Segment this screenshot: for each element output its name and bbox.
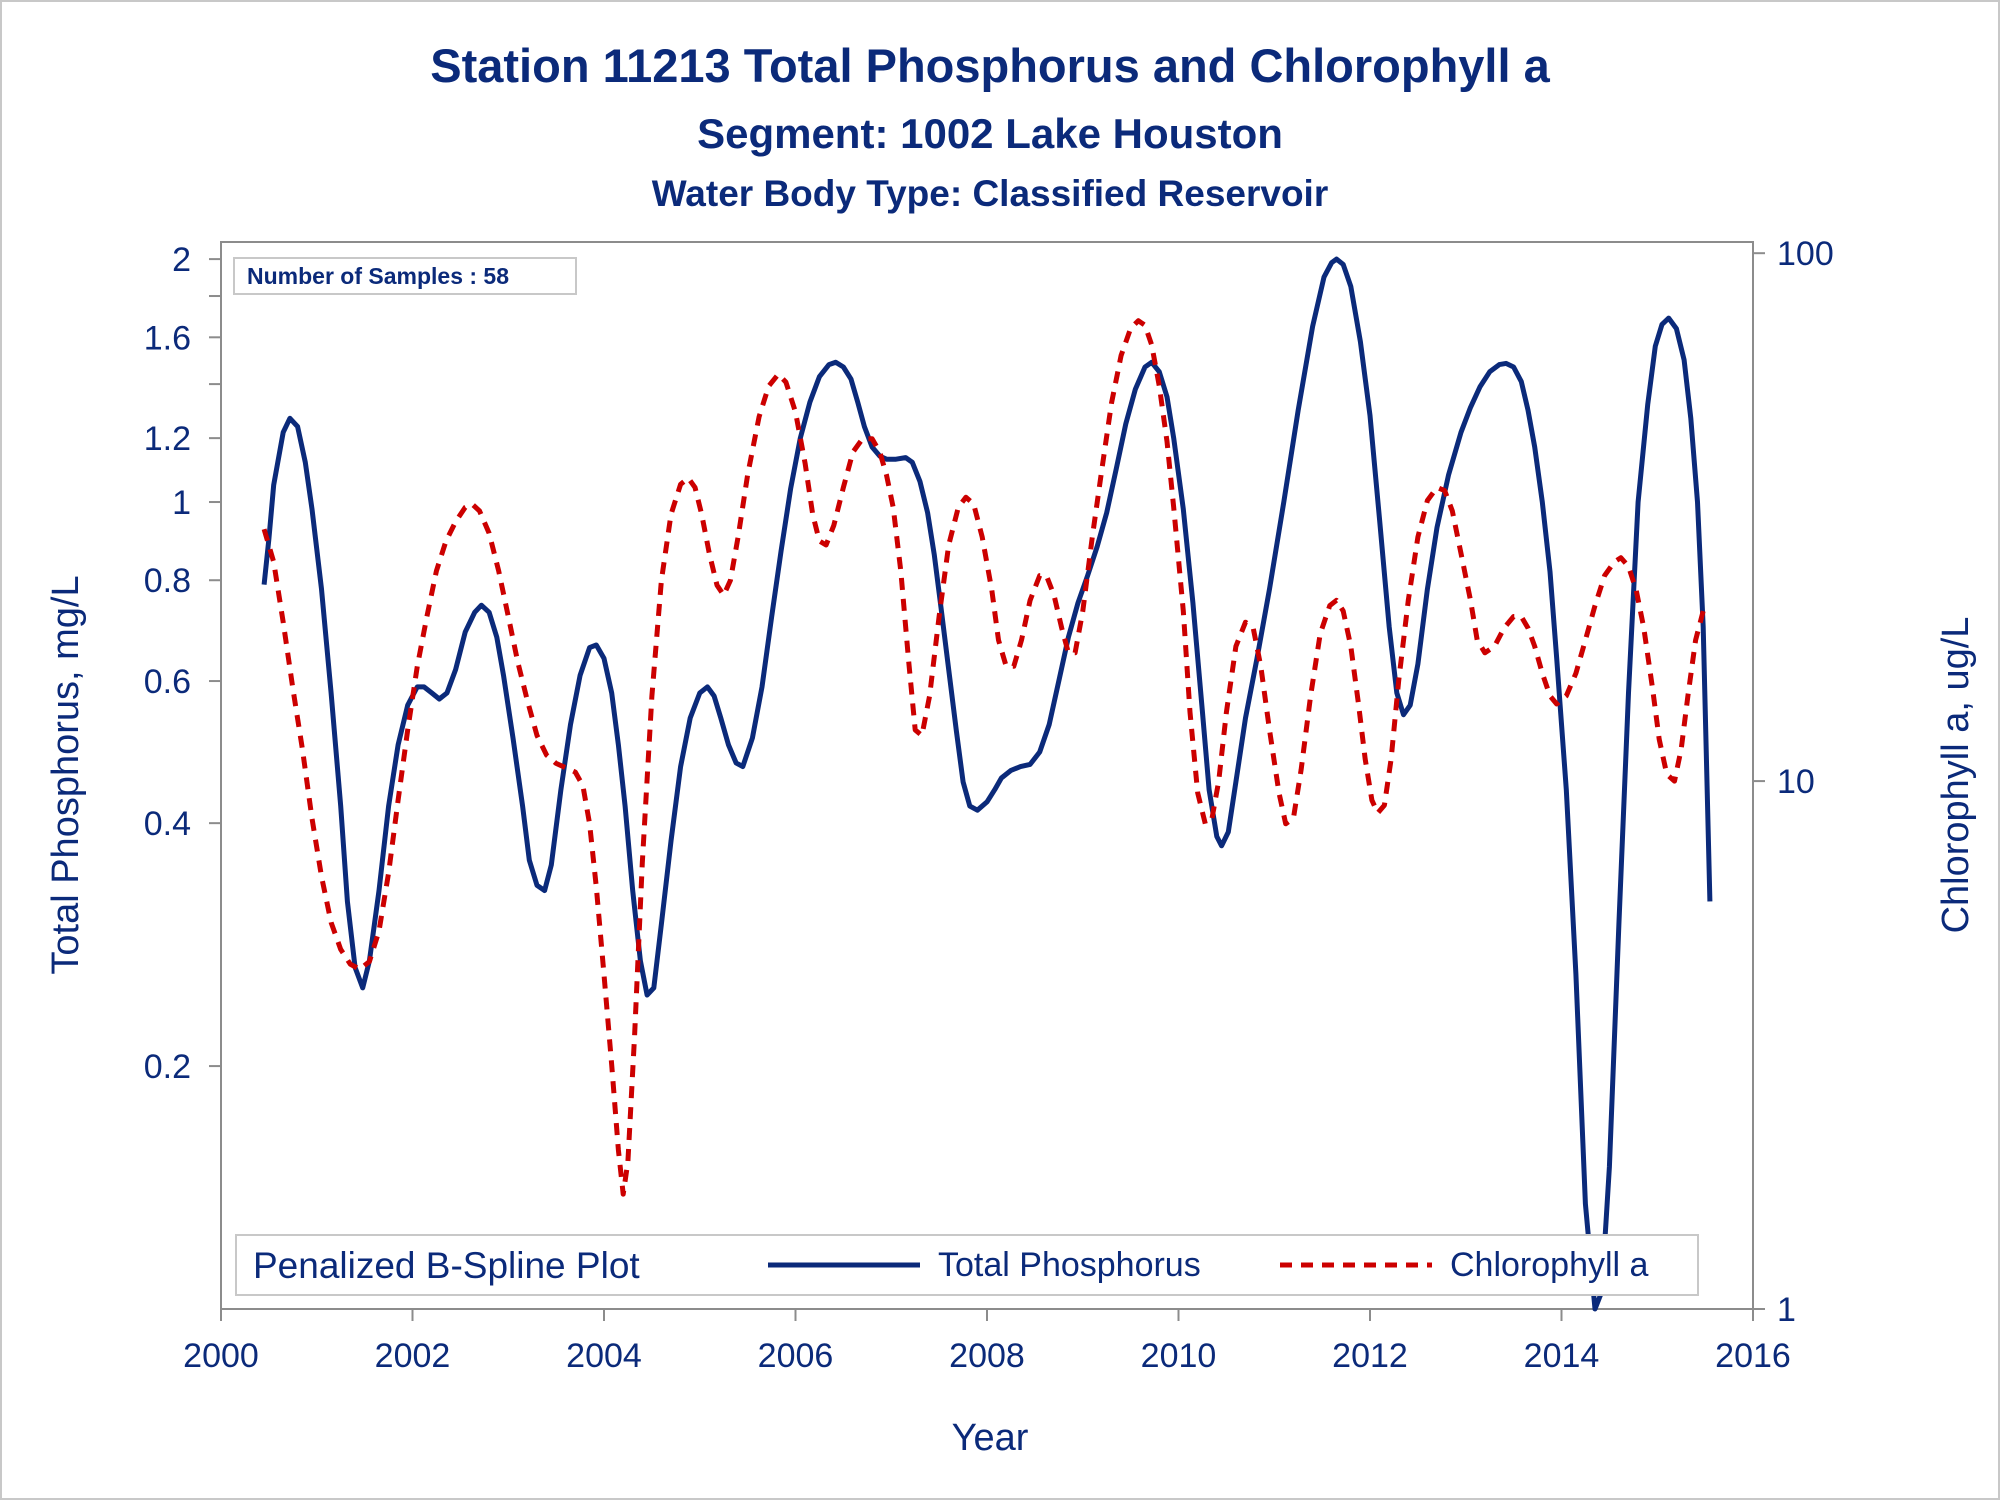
series-line-total-phosphorus — [261, 256, 1713, 1312]
sample-count-annotation: Number of Samples : 58 — [247, 263, 509, 289]
chart-title: Station 11213 Total Phosphorus and Chlor… — [430, 39, 1550, 92]
y-axis-left-label: Total Phosphorus, mg/L — [45, 575, 87, 974]
x-tick-label-2014: 2014 — [1524, 1337, 1600, 1375]
series-line-chlorophyll-a — [261, 318, 1710, 1197]
x-tick-label-2006: 2006 — [758, 1337, 834, 1375]
x-tick-label-2000: 2000 — [183, 1337, 259, 1375]
y-right-tick-label-10: 10 — [1777, 763, 1815, 801]
y-left-tick-label-0.2: 0.2 — [144, 1048, 191, 1086]
x-tick-label-2016: 2016 — [1715, 1337, 1791, 1375]
legend-label-chlorophyll-a: Chlorophyll a — [1450, 1246, 1649, 1284]
plot-area-border — [220, 241, 1754, 1310]
y-left-tick-label-0.8: 0.8 — [144, 562, 191, 600]
y-left-tick-label-1.6: 1.6 — [144, 319, 191, 357]
y-axis-right: 1 10 100 — [1753, 235, 1834, 1329]
x-axis: 2000 2002 2004 2006 2008 2010 2012 2014 2016 — [183, 1309, 1791, 1375]
y-left-tick-label-0.4: 0.4 — [144, 805, 191, 843]
x-tick-label-2004: 2004 — [566, 1337, 642, 1375]
x-tick-label-2010: 2010 — [1141, 1337, 1217, 1375]
legend-title: Penalized B-Spline Plot — [253, 1245, 640, 1286]
chart-subtitle: Segment: 1002 Lake Houston — [697, 110, 1283, 157]
y-left-tick-label-1: 1 — [172, 484, 191, 522]
y-right-tick-label-1: 1 — [1777, 1291, 1796, 1329]
x-tick-label-2008: 2008 — [949, 1337, 1025, 1375]
legend-label-total-phosphorus: Total Phosphorus — [938, 1246, 1201, 1284]
y-axis-left: 0.2 0.4 0.6 0.8 1 1.2 1.6 2 — [144, 241, 221, 1086]
series-layer — [261, 256, 1713, 1312]
legend-box — [235, 1234, 1699, 1296]
chart-subtitle-2: Water Body Type: Classified Reservoir — [652, 173, 1328, 214]
y-left-tick-label-0.6: 0.6 — [144, 663, 191, 701]
x-tick-label-2002: 2002 — [375, 1337, 451, 1375]
y-left-tick-label-2: 2 — [172, 241, 191, 279]
y-left-tick-label-1.2: 1.2 — [144, 420, 191, 458]
y-right-tick-label-100: 100 — [1777, 235, 1834, 273]
sample-count-box — [233, 257, 577, 295]
y-axis-right-label: Chlorophyll a, ug/L — [1935, 617, 1977, 934]
x-tick-label-2012: 2012 — [1332, 1337, 1408, 1375]
x-axis-label: Year — [952, 1417, 1029, 1459]
